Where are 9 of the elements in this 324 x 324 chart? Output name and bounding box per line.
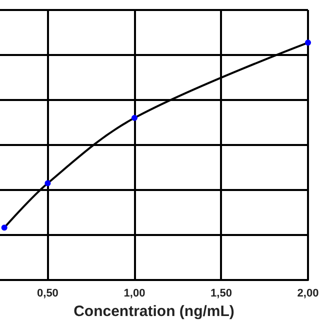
x-tick-label: 1,00 [124, 288, 146, 300]
x-tick-label: 0,50 [37, 288, 58, 300]
x-tick-label: 1,50 [210, 288, 232, 300]
point [131, 114, 138, 121]
point [305, 40, 311, 46]
x-tick-label: 2,00 [297, 288, 319, 300]
point [44, 180, 51, 186]
point [1, 224, 8, 231]
x-axis-title: Concentration (ng/mL) [74, 303, 234, 320]
